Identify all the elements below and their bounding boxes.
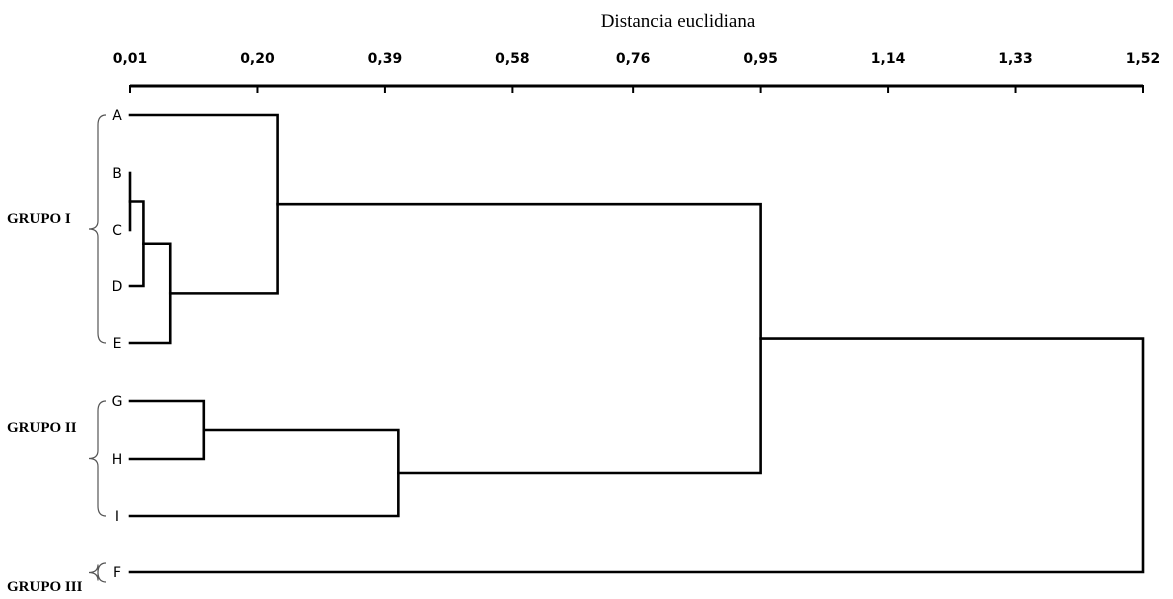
- branch-m6: [128, 428, 400, 518]
- tick-label: 0,76: [616, 51, 651, 67]
- branch-m5: [128, 399, 206, 461]
- group-label: GRUPO III: [7, 579, 83, 595]
- leaf-label-H: H: [112, 452, 123, 468]
- group-brace: [88, 400, 107, 517]
- leaf-label-F: F: [113, 565, 121, 581]
- tick-label: 1,52: [1126, 51, 1161, 67]
- group-brace: [88, 114, 107, 344]
- axis-ticks: 0,01 0,20 0,39 0,58 0,76 0,95 1,14 1,33 1,52: [113, 51, 1161, 93]
- leaf-label-G: G: [112, 394, 123, 410]
- group-labels: GRUPO I GRUPO II GRUPO III: [7, 114, 107, 595]
- tick-label: 0,20: [240, 51, 275, 67]
- leaf-label-D: D: [112, 279, 123, 295]
- leaf-label-I: I: [115, 509, 119, 525]
- branch-m7: [276, 202, 762, 475]
- branch-m4: [128, 113, 279, 295]
- leaf-label-E: E: [113, 336, 122, 352]
- leaf-labels: A B C D E G H I F: [112, 108, 123, 581]
- branches: [128, 113, 1145, 574]
- branch-m3: [128, 242, 172, 345]
- group-label: GRUPO I: [7, 211, 71, 227]
- leaf-label-C: C: [112, 223, 122, 239]
- branch-m2: [128, 200, 145, 288]
- axis-title: Distancia euclidiana: [601, 11, 756, 32]
- tick-label: 1,14: [871, 51, 906, 67]
- branch-m8: [128, 337, 1145, 574]
- tick-label: 0,95: [743, 51, 778, 67]
- group-label: GRUPO II: [7, 420, 77, 436]
- tick-label: 0,01: [113, 51, 148, 67]
- group-brace: [88, 562, 107, 583]
- tick-label: 0,58: [495, 51, 530, 67]
- tick-label: 1,33: [998, 51, 1033, 67]
- leaf-label-B: B: [112, 166, 122, 182]
- leaf-label-A: A: [112, 108, 122, 124]
- tick-label: 0,39: [368, 51, 403, 67]
